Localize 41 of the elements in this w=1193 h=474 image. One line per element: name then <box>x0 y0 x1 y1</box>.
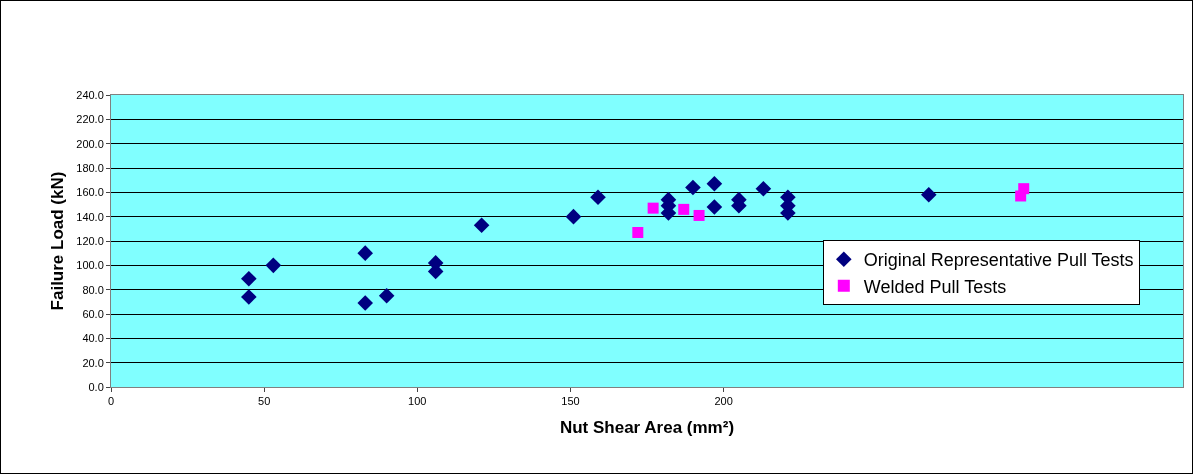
x-tick-label: 100 <box>408 395 427 408</box>
point <box>685 179 701 196</box>
point <box>755 180 772 197</box>
point <box>565 208 582 225</box>
y-tick-label: 220.0 <box>76 113 104 126</box>
point <box>265 257 282 274</box>
y-tick-label: 80.0 <box>82 283 104 296</box>
x-tick-label: 150 <box>561 395 580 408</box>
point <box>1018 183 1030 195</box>
point <box>706 176 723 192</box>
point <box>678 203 690 215</box>
y-tick-label: 240.0 <box>76 88 104 101</box>
y-tick-label: 20.0 <box>82 356 104 369</box>
point <box>241 289 257 305</box>
point <box>706 199 723 215</box>
y-axis-title: Failure Load (kN) <box>47 171 67 311</box>
point <box>473 217 490 233</box>
point <box>590 189 606 205</box>
x-axis-title: Nut Shear Area (mm²) <box>559 417 735 437</box>
point <box>357 245 374 261</box>
point <box>241 270 257 287</box>
y-tick-label: 140.0 <box>76 210 104 223</box>
point <box>632 226 644 238</box>
legend-label: Original Representative Pull Tests <box>863 250 1134 271</box>
x-tick-label: 50 <box>258 395 271 408</box>
y-tick-label: 40.0 <box>82 332 104 345</box>
y-tick-label: 100.0 <box>76 259 104 272</box>
point <box>378 287 395 304</box>
x-tick-label: 200 <box>714 395 733 408</box>
point <box>647 202 659 214</box>
y-tick-label: 180.0 <box>76 161 104 174</box>
y-tick-label: 0.0 <box>88 380 104 393</box>
y-tick-label: 60.0 <box>82 307 104 320</box>
point <box>693 209 705 221</box>
y-tick-label: 200.0 <box>76 137 104 150</box>
point <box>920 186 937 203</box>
y-tick-label: 120.0 <box>76 234 104 247</box>
point <box>357 295 374 311</box>
x-tick-label: 0 <box>107 395 115 408</box>
legend-label: Welded Pull Tests <box>863 276 1007 297</box>
y-tick-label: 160.0 <box>76 186 104 199</box>
